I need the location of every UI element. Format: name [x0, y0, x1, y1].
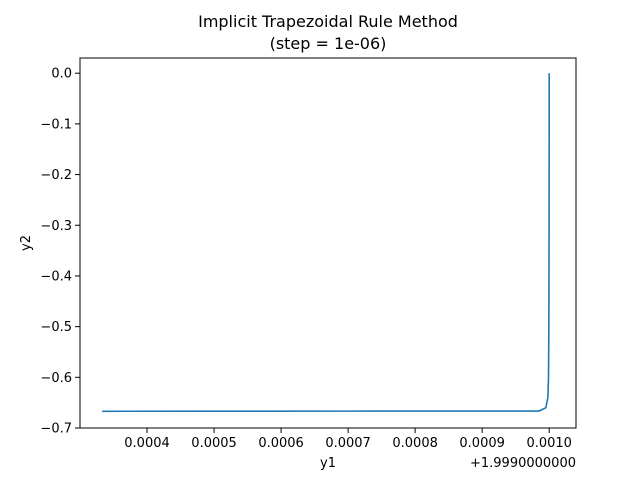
y-tick-label: −0.1: [40, 117, 72, 132]
y-tick-label: −0.2: [40, 168, 72, 183]
x-tick-label: 0.0008: [392, 436, 438, 451]
y-tick-label: −0.6: [40, 371, 72, 386]
y-tick-label: −0.5: [40, 320, 72, 335]
x-tick-label: 0.0004: [124, 436, 170, 451]
x-tick-label: 0.0006: [258, 436, 304, 451]
y-tick-label: −0.3: [40, 219, 72, 234]
y-tick-label: 0.0: [51, 67, 72, 82]
x-tick-label: 0.0005: [191, 436, 237, 451]
series-line-0: [102, 73, 550, 413]
x-axis: 0.0004 0.0005 0.0006 0.0007 0.0008 0.0009 0.00…: [124, 428, 572, 451]
x-tick-label: 0.0009: [459, 436, 505, 451]
x-tick-label: 0.0010: [526, 436, 572, 451]
axes-frame: [79, 57, 577, 429]
x-axis-label: y1: [320, 456, 336, 471]
x-tick-label: 0.0007: [325, 436, 371, 451]
y-tick-label: −0.7: [40, 422, 72, 437]
x-axis-offset-label: +1.9990000000: [470, 456, 576, 471]
y-axis: 0.0 −0.1 −0.2 −0.3 −0.4 −0.5 −0.6 −0.7: [40, 67, 80, 437]
plot-area: [102, 73, 550, 413]
y-tick-label: −0.4: [40, 269, 72, 284]
chart-title-line1: Implicit Trapezoidal Rule Method: [198, 12, 458, 31]
y-axis-label: y2: [19, 235, 34, 251]
chart-title-line2: (step = 1e-06): [270, 34, 387, 53]
